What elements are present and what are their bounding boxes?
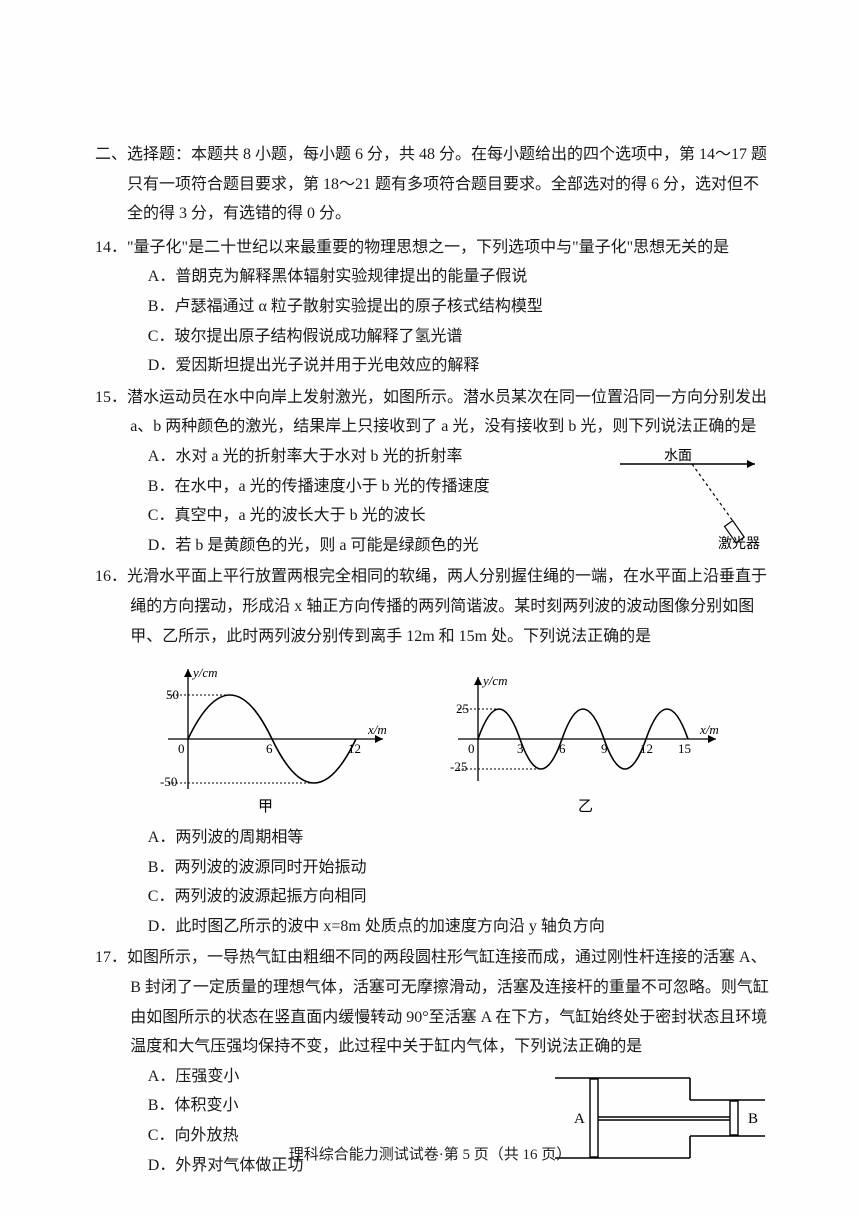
q16-figures: y/cm x/m 50 -50 0 6 12 甲 y/cm x/m 25 -25…: [95, 659, 770, 819]
q16-opt-c: C．两列波的波源起振方向相同: [148, 882, 770, 912]
q16-text: 光滑水平面上平行放置两根完全相同的软绳，两人分别握住绳的一端，在水平面上沿垂直于…: [127, 568, 767, 644]
q14-num: 14．: [95, 239, 127, 256]
section-header: 二、选择题：本题共 8 小题，每小题 6 分，共 48 分。在每小题给出的四个选…: [95, 140, 770, 229]
q16-opt-b: B．两列波的波源同时开始振动: [148, 853, 770, 883]
svg-text:A: A: [574, 1111, 585, 1127]
q14-opt-a: A．普朗克为解释黑体辐射实验规律提出的能量子假说: [148, 262, 770, 292]
svg-text:甲: 甲: [258, 799, 273, 815]
svg-text:-25: -25: [450, 759, 467, 774]
question-16: 16．光滑水平面上平行放置两根完全相同的软绳，两人分别握住绳的一端，在水平面上沿…: [95, 562, 770, 941]
svg-text:15: 15: [678, 741, 691, 756]
q16-opt-d: D．此时图乙所示的波中 x=8m 处质点的加速度方向沿 y 轴负方向: [148, 912, 770, 942]
svg-text:y/cm: y/cm: [481, 673, 508, 688]
svg-text:0: 0: [468, 741, 475, 756]
svg-text:x/m: x/m: [367, 722, 387, 737]
q14-opt-d: D．爱因斯坦提出光子说并用于光电效应的解释: [148, 351, 770, 381]
svg-text:6: 6: [266, 741, 273, 756]
question-15: 15．潜水运动员在水中向岸上发射激光，如图所示。潜水员某次在同一位置沿同一方向分…: [95, 383, 770, 561]
page-footer: 理科综合能力测试试卷·第 5 页（共 16 页）: [0, 1142, 860, 1170]
q16-opt-a: A．两列波的周期相等: [148, 823, 770, 853]
q15-stem: 15．潜水运动员在水中向岸上发射激光，如图所示。潜水员某次在同一位置沿同一方向分…: [95, 383, 770, 442]
section-label: 二、: [95, 146, 127, 163]
q15-text: 潜水运动员在水中向岸上发射激光，如图所示。潜水员某次在同一位置沿同一方向分别发出…: [127, 389, 767, 436]
svg-text:x/m: x/m: [699, 722, 719, 737]
svg-text:3: 3: [517, 741, 524, 756]
svg-text:-50: -50: [160, 774, 177, 789]
device-label: 激光器: [718, 535, 760, 552]
q14-options: A．普朗克为解释黑体辐射实验规律提出的能量子假说 B．卢瑟福通过 α 粒子散射实…: [95, 262, 770, 380]
q17-text: 如图所示，一导热气缸由粗细不同的两段圆柱形气缸连接而成，通过刚性杆连接的活塞 A…: [127, 949, 769, 1055]
q14-text: "量子化"是二十世纪以来最重要的物理思想之一，下列选项中与"量子化"思想无关的是: [127, 239, 729, 256]
q17-stem: 17．如图所示，一导热气缸由粗细不同的两段圆柱形气缸连接而成，通过刚性杆连接的活…: [95, 943, 770, 1061]
section-title: 选择题：本题共 8 小题，每小题 6 分，共 48 分。在每小题给出的四个选项中…: [127, 146, 767, 222]
q16-num: 16．: [95, 568, 127, 585]
q14-opt-c: C．玻尔提出原子结构假说成功解释了氢光谱: [148, 322, 770, 352]
q15-num: 15．: [95, 389, 127, 406]
q16-figure-left: y/cm x/m 50 -50 0 6 12 甲: [138, 659, 398, 819]
footer-text: 理科综合能力测试试卷·第 5 页（共 16 页）: [289, 1147, 572, 1163]
q14-stem: 14．"量子化"是二十世纪以来最重要的物理思想之一，下列选项中与"量子化"思想无…: [95, 233, 770, 263]
q16-stem: 16．光滑水平面上平行放置两根完全相同的软绳，两人分别握住绳的一端，在水平面上沿…: [95, 562, 770, 651]
surface-label: 水面: [664, 448, 692, 464]
q15-figure: 水面 激光器: [610, 446, 770, 556]
svg-text:9: 9: [601, 741, 608, 756]
svg-text:0: 0: [178, 741, 185, 756]
svg-text:乙: 乙: [578, 799, 593, 815]
q14-opt-b: B．卢瑟福通过 α 粒子散射实验提出的原子核式结构模型: [148, 292, 770, 322]
q16-figure-right: y/cm x/m 25 -25 0 3 6 9 12 15 乙: [428, 659, 728, 819]
question-14: 14．"量子化"是二十世纪以来最重要的物理思想之一，下列选项中与"量子化"思想无…: [95, 233, 770, 381]
svg-text:y/cm: y/cm: [191, 665, 218, 680]
q16-options: A．两列波的周期相等 B．两列波的波源同时开始振动 C．两列波的波源起振方向相同…: [95, 823, 770, 941]
q17-num: 17．: [95, 949, 127, 966]
svg-text:B: B: [748, 1111, 758, 1127]
